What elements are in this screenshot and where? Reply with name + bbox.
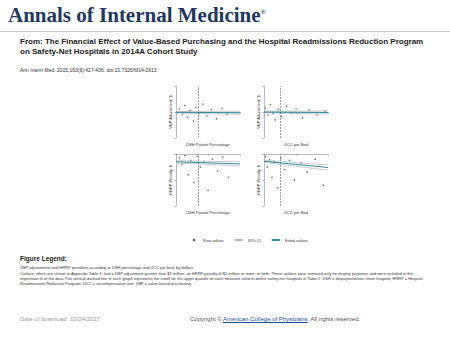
svg-text:VBP Adjustment, $: VBP Adjustment, $: [256, 95, 261, 129]
svg-text:VBP Adjustment, $: VBP Adjustment, $: [168, 95, 173, 129]
svg-text:UCC per Bed: UCC per Bed: [284, 142, 308, 147]
html-text:Annals of Internal Medicine: Annals of Internal Medicine: [8, 3, 261, 27]
svg-text:Fitted values: Fitted values: [285, 238, 308, 243]
html-text:VBP adjustments and HRRP penal: VBP adjustments and HRRP penalties accor…: [20, 265, 195, 270]
html-text:Figure Legend:: Figure Legend:: [20, 255, 67, 262]
svg-text:HRRP Penalty, $: HRRP Penalty, $: [256, 164, 261, 195]
svg-text:DSH Patient Percentage: DSH Patient Percentage: [186, 210, 230, 215]
html-text:From: The Financial Effect of: From: The Financial Effect of Value-Base…: [20, 37, 424, 56]
html-text:Copyright © American College o: Copyright © American College of Physicia…: [190, 316, 361, 322]
html-text:Date of download: 10/24/2017: Date of download: 10/24/2017: [20, 316, 101, 322]
svg-text:HRRP Penalty, $: HRRP Penalty, $: [168, 164, 173, 195]
svg-text:DSH Patient Percentage: DSH Patient Percentage: [186, 142, 230, 147]
svg-text:UCC per Bed: UCC per Bed: [284, 210, 308, 215]
svg-text:Raw values: Raw values: [203, 238, 224, 243]
svg-text:95% CI: 95% CI: [248, 238, 261, 243]
html-text:Ann Intern Med. 2015;163(6):42: Ann Intern Med. 2015;163(6):427-436. doi…: [20, 67, 157, 73]
html-text:Outliers, which are shown in A: Outliers, which are shown in Appendix Ta…: [20, 271, 423, 286]
